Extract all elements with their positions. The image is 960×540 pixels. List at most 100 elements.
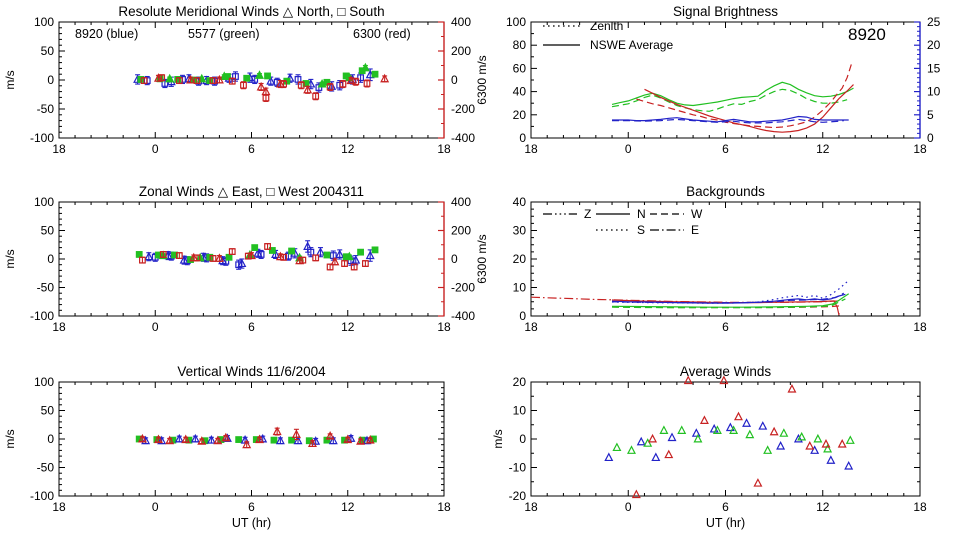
svg-text:-400: -400 — [451, 131, 475, 145]
svg-text:-400: -400 — [451, 309, 475, 323]
svg-text:Average Winds: Average Winds — [680, 364, 772, 379]
svg-text:0: 0 — [625, 500, 632, 514]
svg-text:20: 20 — [513, 375, 527, 389]
svg-text:m/s: m/s — [3, 249, 17, 268]
svg-text:m/s: m/s — [491, 429, 505, 448]
svg-text:0: 0 — [451, 252, 458, 266]
svg-text:-50: -50 — [37, 281, 55, 295]
svg-text:6300 m/s: 6300 m/s — [475, 55, 489, 104]
svg-text:100: 100 — [34, 375, 54, 389]
chart-signal-brightness: 18 0 6 12 18 100 80 60 40 20 0 25 20 15 10 5 0 Signal Bri… — [480, 0, 960, 180]
svg-text:18: 18 — [52, 142, 66, 156]
svg-text:12: 12 — [816, 320, 830, 334]
svg-text:6: 6 — [248, 320, 255, 334]
chart-vertical-winds: 18 0 6 12 18 100 50 0 -50 -100 m/s Vertical Winds 1… — [0, 360, 520, 540]
svg-text:18: 18 — [524, 500, 538, 514]
svg-text:Vertical Winds 11/6/2004: Vertical Winds 11/6/2004 — [177, 364, 326, 379]
svg-text:0: 0 — [519, 309, 526, 323]
svg-text:Zenith: Zenith — [590, 19, 623, 33]
svg-text:0: 0 — [451, 73, 458, 87]
svg-text:-50: -50 — [37, 102, 55, 116]
svg-text:6: 6 — [248, 142, 255, 156]
svg-text:NSWE Average: NSWE Average — [590, 38, 673, 52]
svg-text:40: 40 — [513, 85, 527, 99]
svg-text:400: 400 — [451, 195, 471, 209]
svg-text:12: 12 — [816, 500, 830, 514]
svg-text:10: 10 — [927, 85, 941, 99]
svg-text:W: W — [691, 207, 703, 221]
svg-text:5: 5 — [927, 108, 934, 122]
svg-text:100: 100 — [34, 15, 54, 29]
svg-text:200: 200 — [451, 224, 471, 238]
svg-text:200: 200 — [451, 44, 471, 58]
svg-text:20: 20 — [513, 108, 527, 122]
svg-text:10: 10 — [513, 404, 527, 418]
chart-zonal-winds: 18 0 6 12 18 100 50 0 -50 -100 m/s 400 200 0 -200 -400 6… — [0, 180, 520, 360]
svg-text:50: 50 — [41, 404, 55, 418]
svg-text:UT (hr): UT (hr) — [232, 516, 271, 530]
svg-text:Signal Brightness: Signal Brightness — [673, 4, 778, 19]
svg-text:8920: 8920 — [848, 25, 886, 44]
svg-text:m/s: m/s — [3, 70, 17, 89]
chart-backgrounds: 18 0 6 12 18 40 30 20 10 0 Backgrounds Z N W S E — [480, 180, 960, 360]
svg-text:6300 (red): 6300 (red) — [353, 27, 411, 41]
svg-text:UT (hr): UT (hr) — [706, 516, 745, 530]
svg-text:-20: -20 — [509, 489, 527, 503]
svg-text:-200: -200 — [451, 102, 475, 116]
chart-meridional-winds: 18 0 6 12 18 100 50 0 -50 -100 m/s 400 200 0 -200 -400 6… — [0, 0, 520, 180]
svg-text:0: 0 — [152, 500, 159, 514]
svg-text:6300 m/s: 6300 m/s — [475, 234, 489, 283]
svg-text:-50: -50 — [37, 461, 55, 475]
svg-text:18: 18 — [524, 320, 538, 334]
svg-text:6: 6 — [722, 142, 729, 156]
svg-text:18: 18 — [913, 500, 927, 514]
svg-text:80: 80 — [513, 38, 527, 52]
svg-text:18: 18 — [913, 320, 927, 334]
svg-text:18: 18 — [437, 142, 451, 156]
svg-text:Resolute Meridional Winds △ No: Resolute Meridional Winds △ North, □ Sou… — [118, 4, 384, 19]
svg-text:-10: -10 — [509, 461, 527, 475]
svg-text:0: 0 — [927, 131, 934, 145]
svg-text:-100: -100 — [30, 131, 54, 145]
svg-text:60: 60 — [513, 61, 527, 75]
svg-text:0: 0 — [519, 131, 526, 145]
svg-text:5577 (green): 5577 (green) — [188, 27, 260, 41]
svg-text:0: 0 — [47, 432, 54, 446]
svg-text:0: 0 — [625, 320, 632, 334]
svg-text:20: 20 — [513, 252, 527, 266]
svg-text:100: 100 — [506, 15, 526, 29]
svg-text:-100: -100 — [30, 489, 54, 503]
svg-text:18: 18 — [437, 320, 451, 334]
svg-text:0: 0 — [47, 252, 54, 266]
svg-text:0: 0 — [47, 73, 54, 87]
svg-text:400: 400 — [451, 15, 471, 29]
svg-text:12: 12 — [816, 142, 830, 156]
svg-text:N: N — [637, 207, 646, 221]
svg-text:Zonal Winds △ East, □ West 200: Zonal Winds △ East, □ West 2004311 — [139, 184, 364, 199]
svg-text:m/s: m/s — [3, 429, 17, 448]
svg-text:10: 10 — [513, 281, 527, 295]
svg-text:50: 50 — [41, 44, 55, 58]
svg-text:0: 0 — [152, 142, 159, 156]
svg-text:8920 (blue): 8920 (blue) — [75, 27, 138, 41]
svg-text:Z: Z — [584, 207, 591, 221]
svg-text:-200: -200 — [451, 281, 475, 295]
svg-text:S: S — [637, 223, 645, 237]
svg-text:30: 30 — [513, 224, 527, 238]
svg-text:20: 20 — [927, 38, 941, 52]
svg-text:18: 18 — [52, 500, 66, 514]
svg-text:6: 6 — [248, 500, 255, 514]
svg-text:6: 6 — [722, 500, 729, 514]
svg-text:0: 0 — [625, 142, 632, 156]
svg-text:-100: -100 — [30, 309, 54, 323]
svg-text:0: 0 — [519, 432, 526, 446]
chart-average-winds: 18 0 6 12 18 20 10 0 -10 -20 m/s Average Winds UT (h… — [480, 360, 960, 540]
svg-text:6: 6 — [722, 320, 729, 334]
svg-text:12: 12 — [341, 500, 355, 514]
svg-text:100: 100 — [34, 195, 54, 209]
svg-text:18: 18 — [913, 142, 927, 156]
svg-text:18: 18 — [524, 142, 538, 156]
svg-text:15: 15 — [927, 61, 941, 75]
svg-text:40: 40 — [513, 195, 527, 209]
